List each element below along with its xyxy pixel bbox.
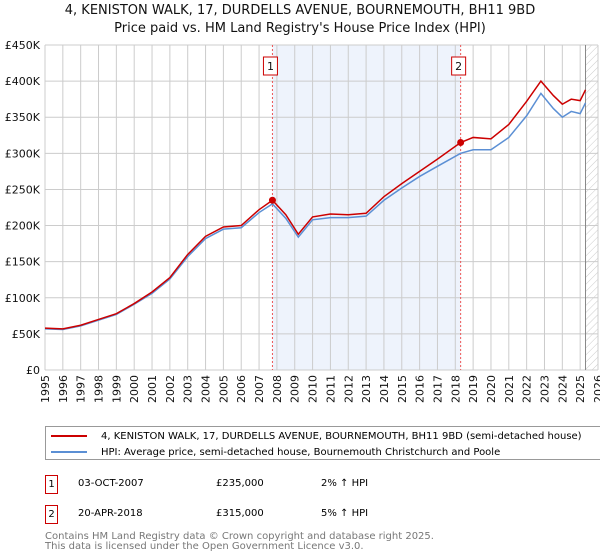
y-tick-label: £350K	[5, 111, 41, 124]
transaction-date: 20-APR-2018	[78, 508, 143, 519]
transaction-price: £235,000	[216, 478, 264, 489]
legend-item-hpi: HPI: Average price, semi-detached house,…	[51, 445, 500, 459]
sale-marker-label: 1	[267, 60, 274, 73]
transaction-hpi: 5% ↑ HPI	[321, 508, 369, 519]
legend-swatch-red	[51, 435, 87, 437]
sale-marker-label: 2	[455, 60, 462, 73]
x-tick-label: 1997	[75, 375, 88, 403]
x-tick-label: 2001	[146, 375, 159, 403]
forecast-hatch	[585, 45, 598, 370]
legend-item-property: 4, KENISTON WALK, 17, DURDELLS AVENUE, B…	[51, 429, 582, 443]
x-tick-label: 1996	[57, 375, 70, 403]
x-tick-label: 1999	[110, 375, 123, 403]
sale-point	[268, 196, 276, 204]
price-chart: 1995 1996 1997 1998 1999 2000 2001 2002 2003 2004…	[5, 39, 600, 403]
y-tick-label: £100K	[5, 292, 41, 305]
y-tick-label: £450K	[5, 39, 41, 52]
transaction-badge: 2	[45, 505, 58, 524]
x-tick-label: 2016	[414, 375, 427, 403]
x-tick-label: 2010	[307, 375, 320, 403]
footer-copyright: Contains HM Land Registry data © Crown c…	[45, 531, 434, 542]
x-tick-label: 1998	[93, 375, 106, 403]
x-tick-label: 2021	[503, 375, 516, 403]
transaction-price: £315,000	[216, 508, 264, 519]
x-tick-label: 2000	[128, 375, 141, 403]
sale-marker-badge	[451, 56, 467, 76]
y-tick-label: £150K	[5, 256, 41, 269]
legend-label: 4, KENISTON WALK, 17, DURDELLS AVENUE, B…	[101, 430, 582, 442]
y-tick-label: £0	[26, 364, 40, 377]
y-tick-label: £200K	[5, 220, 41, 233]
chart-title: 4, KENISTON WALK, 17, DURDELLS AVENUE, B…	[64, 3, 536, 18]
x-tick-label: 2005	[217, 375, 230, 403]
legend-label: HPI: Average price, semi-detached house,…	[101, 446, 501, 458]
x-tick-label: 2006	[235, 375, 248, 403]
transaction-hpi: 2% ↑ HPI	[321, 478, 369, 489]
x-tick-label: 2004	[200, 375, 213, 403]
x-tick-label: 2002	[164, 375, 177, 403]
y-tick-label: £300K	[5, 147, 41, 160]
y-tick-label: £50K	[12, 328, 41, 341]
x-tick-label: 1995	[39, 375, 52, 403]
x-tick-label: 2019	[467, 375, 480, 403]
x-tick-label: 2023	[538, 375, 551, 403]
x-tick-label: 2012	[342, 375, 355, 403]
x-tick-label: 2007	[253, 375, 266, 403]
x-tick-label: 2018	[449, 375, 462, 403]
transaction-date: 03-OCT-2007	[78, 478, 144, 489]
y-tick-label: £400K	[5, 75, 41, 88]
hpi-line	[44, 92, 587, 331]
x-tick-label: 2017	[431, 375, 444, 403]
x-tick-label: 2009	[289, 375, 302, 403]
transaction-badge: 1	[45, 475, 58, 494]
chart-subtitle: Price paid vs. HM Land Registry's House …	[114, 21, 486, 36]
x-tick-label: 2022	[521, 375, 534, 403]
legend: 4, KENISTON WALK, 17, DURDELLS AVENUE, B…	[45, 426, 600, 460]
y-tick-label: £250K	[5, 183, 41, 196]
footer-licence: This data is licensed under the Open Gov…	[45, 541, 364, 552]
x-tick-label: 2024	[556, 375, 569, 403]
x-tick-label: 2011	[324, 375, 337, 403]
x-tick-label: 2013	[360, 375, 373, 403]
property-price-line	[44, 79, 587, 330]
sale-marker-badge	[262, 56, 278, 76]
legend-swatch-blue	[51, 451, 87, 453]
x-tick-label: 2008	[271, 375, 284, 403]
x-tick-label: 2025	[574, 375, 587, 403]
x-tick-label: 2026	[592, 375, 600, 403]
sale-point	[457, 139, 465, 146]
x-tick-label: 2003	[182, 375, 195, 403]
x-tick-label: 2015	[396, 375, 409, 403]
x-tick-label: 2020	[485, 375, 498, 403]
x-tick-label: 2014	[378, 375, 391, 403]
